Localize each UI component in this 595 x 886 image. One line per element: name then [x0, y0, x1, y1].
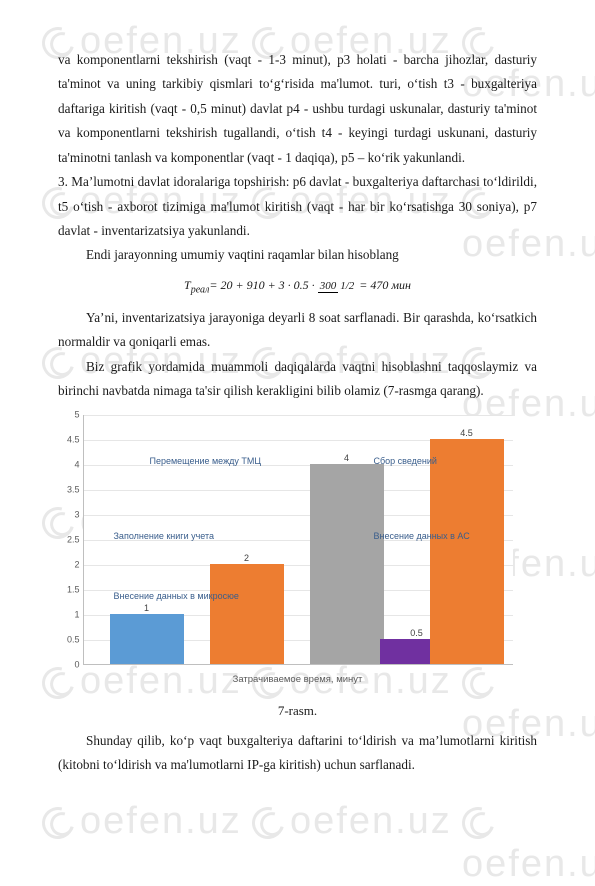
y-tick: 0.5 [56, 632, 80, 649]
series-label: Внесение данных в микросюе [114, 588, 239, 605]
paragraph: Endi jarayonning umumiy vaqtini raqamlar… [58, 243, 537, 267]
paragraph: Yaʼni, inventarizatsiya jarayoniga deyar… [58, 306, 537, 355]
paragraph: 3. Maʼlumotni davlat idoralariga topshir… [58, 170, 537, 243]
chart-bar: 4 [310, 464, 384, 664]
chart-bar: 1 [110, 614, 184, 664]
y-tick: 2 [56, 557, 80, 574]
series-label: Заполнение книги учета [114, 528, 215, 545]
y-tick: 5 [56, 407, 80, 424]
paragraph: Shunday qilib, koʻp vaqt buxgalteriya da… [58, 729, 537, 778]
chart-bar: 4.5 [430, 439, 504, 664]
y-tick: 4.5 [56, 432, 80, 449]
y-tick: 1.5 [56, 582, 80, 599]
y-tick: 4 [56, 457, 80, 474]
formula: Tреал= 20 + 910 + 3 · 0.5 · 3001/2 = 470… [58, 274, 537, 300]
page-content: va komponentlarni tekshirish (vaqt - 1-3… [0, 0, 595, 818]
bar-value-label: 2 [210, 550, 284, 567]
y-tick: 3 [56, 507, 80, 524]
y-tick: 2.5 [56, 532, 80, 549]
series-label: Внесение данных в АС [374, 528, 470, 545]
paragraph: va komponentlarni tekshirish (vaqt - 1-3… [58, 48, 537, 170]
bar-value-label: 4 [310, 450, 384, 467]
y-tick: 3.5 [56, 482, 80, 499]
series-label: Перемещение между ТМЦ [150, 453, 262, 470]
x-axis-label: Затрачиваемое время, минут [83, 671, 513, 689]
paragraph: Biz grafik yordamida muammoli daqiqalard… [58, 355, 537, 404]
y-tick: 1 [56, 607, 80, 624]
series-label: Сбор сведений [374, 453, 437, 470]
bar-value-label: 4.5 [430, 425, 504, 442]
figure-caption: 7-rasm. [83, 699, 513, 723]
y-tick: 0 [56, 657, 80, 674]
chart-bar: 2 [210, 564, 284, 664]
figure: 00.511.522.533.544.551240.54.5Внесение д… [83, 415, 513, 723]
bar-chart: 00.511.522.533.544.551240.54.5Внесение д… [83, 415, 513, 665]
